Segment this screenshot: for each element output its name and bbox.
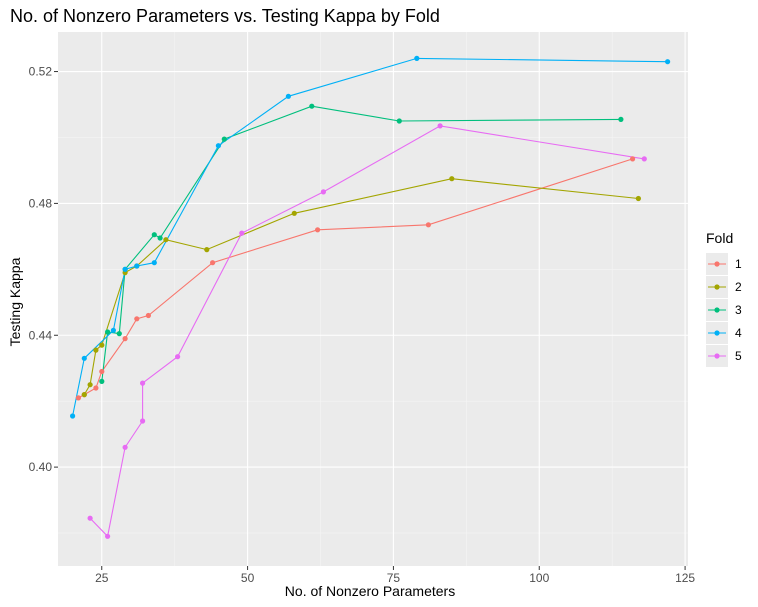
- data-point-fold-3: [618, 116, 624, 122]
- legend-items: 1 2 3 4 5: [706, 253, 742, 367]
- data-point-fold-3: [396, 118, 402, 124]
- legend-key-point-fold-5: [714, 353, 720, 359]
- data-point-fold-4: [414, 55, 420, 62]
- legend-label-fold-2: 2: [735, 280, 742, 294]
- data-point-fold-5: [175, 354, 181, 360]
- data-point-fold-5: [320, 189, 326, 195]
- data-point-fold-2: [449, 176, 455, 182]
- data-point-fold-2: [635, 195, 642, 202]
- data-point-fold-5: [437, 123, 443, 129]
- legend-key-point-fold-2: [714, 284, 720, 290]
- data-point-fold-1: [122, 336, 128, 342]
- data-point-fold-1: [99, 368, 105, 375]
- data-point-fold-5: [122, 444, 128, 450]
- y-tick-label: 0.48: [29, 196, 53, 210]
- data-point-fold-5: [641, 156, 647, 162]
- data-point-fold-1: [75, 395, 81, 401]
- series-line-fold-4: [72, 57, 668, 417]
- data-point-fold-1: [134, 316, 140, 322]
- data-point-fold-4: [285, 93, 291, 99]
- legend-key-point-fold-1: [714, 261, 720, 267]
- x-tick-label: 100: [529, 571, 549, 585]
- data-point-fold-2: [163, 237, 169, 243]
- data-point-fold-2: [93, 347, 99, 353]
- data-point-fold-4: [122, 266, 128, 272]
- data-point-fold-2: [204, 247, 210, 253]
- data-point-fold-2: [81, 392, 87, 398]
- data-point-fold-1: [210, 260, 216, 266]
- legend-label-fold-1: 1: [735, 257, 742, 271]
- legend-key-point-fold-4: [714, 330, 720, 336]
- data-point-fold-5: [140, 418, 146, 424]
- data-point-fold-3: [116, 331, 122, 337]
- data-point-fold-4: [81, 355, 87, 361]
- legend-title: Fold: [706, 230, 733, 246]
- legend-label-fold-5: 5: [735, 349, 742, 363]
- data-point-fold-2: [99, 342, 105, 348]
- x-tick-label: 125: [675, 571, 695, 585]
- data-point-fold-4: [70, 413, 76, 419]
- data-point-fold-4: [151, 260, 157, 266]
- data-point-fold-5: [140, 380, 146, 386]
- x-axis-title: No. of Nonzero Parameters: [285, 583, 455, 599]
- data-point-fold-5: [87, 515, 93, 521]
- y-tick-label: 0.52: [29, 65, 53, 79]
- data-point-fold-5: [105, 533, 111, 539]
- y-axis-ticks: 0.40 0.44 0.48 0.52: [29, 65, 58, 474]
- legend-label-fold-3: 3: [735, 303, 742, 317]
- legend-key-point-fold-3: [714, 307, 720, 313]
- x-tick-label: 25: [95, 571, 109, 585]
- data-point-fold-3: [157, 235, 163, 241]
- x-axis-ticks: 25 50 75 100 125: [95, 566, 695, 585]
- data-point-fold-3: [151, 232, 157, 238]
- data-point-fold-3: [309, 103, 315, 109]
- data-point-fold-1: [425, 222, 431, 228]
- data-point-fold-3: [221, 136, 227, 142]
- data-point-fold-4: [110, 327, 116, 333]
- data-point-fold-1: [630, 156, 636, 162]
- data-point-fold-4: [665, 59, 671, 65]
- legend-label-fold-4: 4: [735, 326, 742, 340]
- series-line-fold-5: [89, 125, 645, 538]
- y-axis-title: Testing Kappa: [7, 257, 23, 346]
- series-points: [70, 55, 671, 539]
- data-point-fold-1: [145, 312, 151, 319]
- data-point-fold-2: [291, 210, 297, 216]
- x-tick-label: 75: [387, 571, 401, 585]
- y-tick-label: 0.40: [29, 460, 53, 474]
- data-point-fold-4: [134, 263, 140, 269]
- chart-title: No. of Nonzero Parameters vs. Testing Ka…: [10, 6, 440, 26]
- data-point-fold-5: [239, 230, 245, 236]
- data-point-fold-2: [87, 382, 93, 388]
- y-tick-label: 0.44: [29, 328, 53, 342]
- data-point-fold-3: [99, 378, 105, 384]
- x-tick-label: 50: [241, 571, 255, 585]
- legend: Fold 1 2 3 4 5: [706, 230, 742, 367]
- data-point-fold-1: [315, 227, 321, 233]
- data-point-fold-3: [105, 329, 111, 335]
- data-point-fold-1: [93, 385, 99, 391]
- plot-panel: [58, 32, 688, 566]
- data-point-fold-4: [215, 143, 221, 149]
